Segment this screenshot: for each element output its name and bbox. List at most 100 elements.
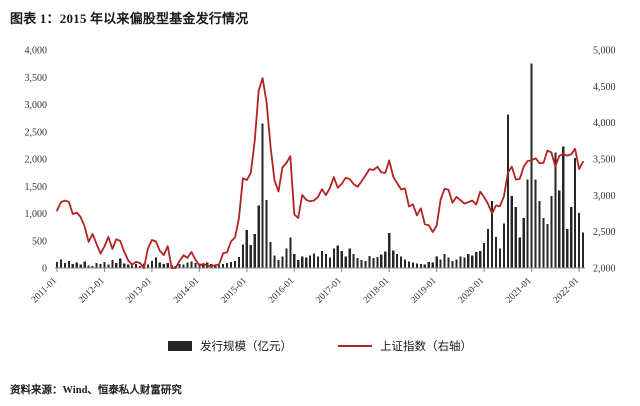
left-axis-tick-label: 2,500 <box>25 127 48 138</box>
issuance-bar <box>344 256 347 268</box>
issuance-bar <box>570 206 573 268</box>
issuance-bar <box>502 223 506 268</box>
issuance-bar <box>451 260 454 268</box>
issuance-bar <box>364 260 367 268</box>
issuance-bar <box>123 263 126 268</box>
issuance-bar <box>194 263 197 268</box>
issuance-bar <box>340 251 343 268</box>
left-axis-tick-label: 2,000 <box>25 155 48 166</box>
issuance-bar <box>297 259 300 268</box>
issuance-bar <box>483 242 486 268</box>
combo-chart: 0 500 1,000 1,500 2,000 2,500 3,000 3,500 4,000 2… <box>25 46 616 306</box>
issuance-bar <box>265 199 268 269</box>
issuance-bar <box>99 264 102 268</box>
issuance-bar <box>87 265 90 268</box>
issuance-bar <box>490 200 494 268</box>
issuance-bar <box>186 262 189 268</box>
issuance-bar <box>115 263 118 268</box>
issuance-bar <box>67 260 70 268</box>
issuance-bar <box>269 241 272 268</box>
issuance-bar <box>384 251 387 268</box>
legend-label-index: 上证指数（右轴） <box>380 341 472 353</box>
right-axis-tick-label: 3,000 <box>593 191 616 202</box>
issuance-bar <box>419 264 422 268</box>
right-axis-tick-label: 2,500 <box>593 227 616 238</box>
line-swatch-icon <box>338 345 372 347</box>
issuance-bar <box>487 228 490 268</box>
issuance-bar <box>229 262 233 268</box>
issuance-bar <box>407 261 411 268</box>
issuance-bar <box>233 260 237 268</box>
x-axis-tick-label: 2022-01 <box>552 276 582 306</box>
issuance-bar <box>261 123 264 268</box>
issuance-bar <box>396 253 399 268</box>
x-axis-tick-label: 2015-01 <box>219 276 249 306</box>
issuance-bar <box>162 264 165 268</box>
issuance-bar <box>293 253 296 268</box>
issuance-bar <box>154 257 157 268</box>
issuance-bar <box>447 257 450 268</box>
issuance-bar <box>372 258 375 268</box>
issuance-bar <box>380 254 383 269</box>
issuance-bar <box>289 237 292 268</box>
chart-legend: 发行规模（亿元） 上证指数（右轴） <box>0 338 640 354</box>
issuance-bar <box>138 265 142 268</box>
issuance-bar <box>257 205 260 268</box>
issuance-bar <box>415 263 418 268</box>
issuance-bar <box>328 257 331 268</box>
issuance-bar <box>281 256 284 268</box>
issuance-bar <box>134 264 138 268</box>
issuance-bar <box>558 190 561 268</box>
issuance-bar <box>336 245 339 268</box>
issuance-bar <box>83 261 86 268</box>
issuance-bar <box>218 265 221 268</box>
left-axis-tick-label: 3,000 <box>25 100 48 111</box>
issuance-bar <box>550 196 553 268</box>
issuance-bar <box>277 259 280 268</box>
issuance-bar <box>241 244 244 268</box>
x-axis-tick-label: 2012-01 <box>77 276 107 306</box>
left-axis-tick-label: 500 <box>32 236 47 247</box>
issuance-bar <box>309 255 312 268</box>
issuance-bar <box>518 237 521 268</box>
issuance-bar <box>222 264 225 268</box>
right-axis-tick-label: 4,500 <box>593 82 616 93</box>
issuance-bar <box>131 265 134 268</box>
issuance-bar <box>146 264 150 268</box>
issuance-bar <box>316 256 320 268</box>
issuance-bar <box>202 264 205 268</box>
issuance-bar <box>554 152 557 268</box>
issuance-bar <box>55 262 59 268</box>
chart-title: 图表 1：2015 年以来偏股型基金发行情况 <box>10 11 249 26</box>
issuance-bar <box>562 146 565 268</box>
left-axis-tick-label: 4,000 <box>25 46 48 57</box>
issuance-bar <box>190 261 193 268</box>
issuance-bar <box>471 255 474 268</box>
issuance-bar <box>150 260 153 268</box>
issuance-bar <box>475 252 478 268</box>
issuance-bar <box>348 248 351 268</box>
right-axis-tick-label: 3,500 <box>593 155 616 166</box>
x-axis-tick-label: 2017-01 <box>314 276 344 306</box>
issuance-bar <box>119 258 122 268</box>
left-axis-tick-label: 3,500 <box>25 73 48 84</box>
right-axis-tick-label: 5,000 <box>593 46 616 57</box>
issuance-bar <box>305 257 308 268</box>
issuance-bar <box>510 196 513 268</box>
issuance-bar <box>320 251 324 268</box>
issuance-bar <box>399 256 403 268</box>
issuance-bar <box>534 179 537 268</box>
issuance-bar <box>107 264 110 268</box>
issuance-bar <box>431 262 434 268</box>
issuance-bar <box>514 206 517 268</box>
issuance-bar <box>352 253 355 268</box>
x-axis-tick-label: 2016-01 <box>267 276 297 306</box>
source-note: 资料来源：Wind、恒泰私人财富研究 <box>10 385 182 396</box>
left-axis-tick-label: 0 <box>42 264 47 275</box>
index-line <box>56 77 584 269</box>
right-axis-tick-label: 4,000 <box>593 118 616 129</box>
issuance-bar <box>237 257 241 268</box>
issuance-bar <box>111 259 114 268</box>
right-axis-tick-label: 2,000 <box>593 264 616 275</box>
legend-item-issuance: 发行规模（亿元） <box>168 338 292 354</box>
